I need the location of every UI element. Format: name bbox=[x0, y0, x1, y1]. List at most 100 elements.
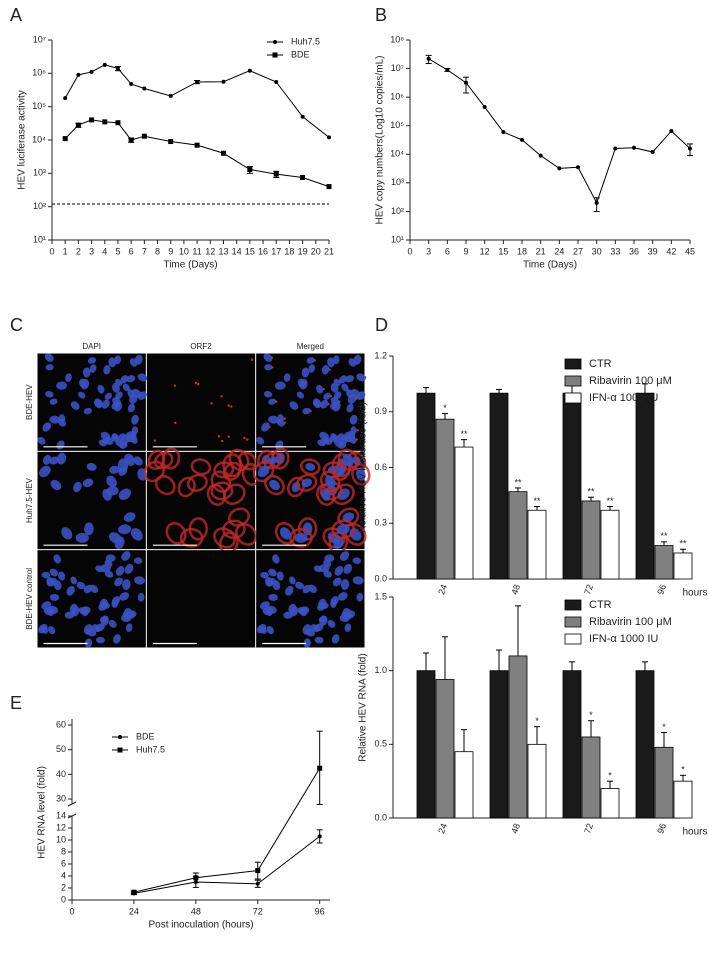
nucleus bbox=[266, 625, 274, 635]
significance-label: ** bbox=[679, 539, 687, 549]
x-tick-label: 12 bbox=[480, 246, 490, 256]
x-tick-label: 27 bbox=[573, 246, 583, 256]
legend-swatch bbox=[564, 375, 582, 387]
bar bbox=[581, 736, 601, 819]
y-tick-label: 8 bbox=[61, 846, 66, 856]
nucleus bbox=[42, 454, 52, 465]
nucleus bbox=[65, 373, 72, 382]
y-tick-label: 0.0 bbox=[374, 573, 387, 583]
y-axis-title: Relative HEV RNA (fold) bbox=[358, 653, 369, 761]
x-tick-label: 4 bbox=[102, 246, 107, 256]
legend-swatch bbox=[564, 616, 582, 628]
y-tick-label: 50 bbox=[56, 744, 66, 754]
nucleus bbox=[108, 357, 117, 368]
nucleus bbox=[89, 364, 97, 373]
orf2-signal bbox=[210, 402, 213, 405]
y-tick-label: 12 bbox=[56, 822, 66, 832]
y-axis-title: Relative HEV luciferase (fold) bbox=[358, 402, 369, 533]
y-axis-title: HEV luciferase activity bbox=[17, 90, 28, 189]
bar bbox=[435, 418, 455, 580]
nucleus bbox=[83, 367, 91, 378]
nucleus bbox=[319, 431, 330, 441]
x-tick-label: 15 bbox=[245, 246, 255, 256]
nucleus bbox=[301, 367, 310, 378]
nucleus bbox=[323, 392, 331, 400]
nucleus bbox=[349, 414, 358, 425]
marker bbox=[272, 52, 278, 58]
marker bbox=[220, 150, 226, 156]
nucleus bbox=[137, 592, 145, 602]
nucleus bbox=[308, 364, 316, 373]
nucleus bbox=[114, 536, 125, 550]
orf2-signal bbox=[246, 438, 249, 441]
bar bbox=[416, 670, 436, 819]
nucleus bbox=[316, 384, 324, 394]
nucleus bbox=[113, 634, 121, 644]
bar bbox=[673, 552, 693, 580]
nucleus bbox=[324, 475, 336, 488]
orf2-signal bbox=[179, 528, 204, 548]
nucleus bbox=[64, 611, 75, 619]
nucleus bbox=[47, 625, 56, 635]
nucleus bbox=[289, 576, 296, 585]
nucleus bbox=[104, 392, 113, 400]
marker bbox=[168, 93, 173, 98]
orf2-signal bbox=[174, 421, 177, 425]
nucleus bbox=[87, 357, 97, 364]
nucleus bbox=[261, 422, 270, 432]
column-label: ORF2 bbox=[190, 342, 212, 351]
nucleus bbox=[112, 382, 120, 393]
nucleus bbox=[100, 616, 109, 623]
x-axis-title: hours bbox=[682, 588, 707, 599]
marker bbox=[129, 81, 134, 86]
significance-label: * bbox=[608, 771, 612, 781]
bar bbox=[600, 788, 620, 819]
marker bbox=[669, 129, 674, 134]
nucleus bbox=[84, 522, 94, 536]
nucleus bbox=[111, 596, 121, 606]
nucleus bbox=[41, 571, 51, 579]
nucleus bbox=[312, 398, 322, 409]
nucleus bbox=[37, 436, 46, 445]
marker bbox=[102, 119, 108, 125]
marker bbox=[141, 133, 147, 139]
orf2-signal bbox=[263, 451, 283, 470]
orf2-signal bbox=[289, 528, 313, 548]
x-tick-label: 20 bbox=[311, 246, 321, 256]
marker bbox=[115, 66, 120, 71]
nucleus bbox=[133, 456, 143, 466]
nucleus bbox=[352, 576, 364, 585]
marker bbox=[274, 79, 279, 84]
series-line bbox=[64, 119, 330, 188]
y-tick-label: 10⁴ bbox=[32, 134, 46, 144]
nucleus bbox=[268, 593, 278, 601]
bar bbox=[416, 392, 436, 580]
panel-letter: C bbox=[10, 315, 23, 335]
x-tick-label: 9 bbox=[463, 246, 468, 256]
x-tick-label: 10 bbox=[179, 246, 189, 256]
x-tick-label: 33 bbox=[610, 246, 620, 256]
y-tick-label: 60 bbox=[56, 719, 66, 729]
y-axis-title: HEV RNA level (fold) bbox=[37, 766, 48, 859]
marker bbox=[131, 889, 137, 895]
significance-label: ** bbox=[514, 477, 522, 487]
y-tick-label: 1.0 bbox=[374, 665, 387, 675]
x-tick-label: 72 bbox=[253, 906, 263, 916]
y-tick-label: 10³ bbox=[33, 168, 46, 178]
marker bbox=[594, 200, 599, 205]
panel-letter: D bbox=[375, 315, 388, 335]
nucleus bbox=[39, 465, 51, 478]
marker bbox=[557, 166, 562, 171]
bar bbox=[527, 743, 547, 819]
y-tick-label: 4 bbox=[61, 870, 66, 880]
nucleus bbox=[333, 536, 344, 550]
significance-label: ** bbox=[460, 429, 468, 439]
nucleus bbox=[83, 407, 92, 415]
marker bbox=[193, 875, 199, 881]
bar bbox=[527, 509, 547, 580]
orf2-signal bbox=[165, 521, 187, 545]
nucleus bbox=[264, 364, 273, 371]
nucleus bbox=[257, 465, 270, 478]
y-tick-label: 0.0 bbox=[374, 812, 387, 822]
nucleus bbox=[45, 364, 54, 371]
